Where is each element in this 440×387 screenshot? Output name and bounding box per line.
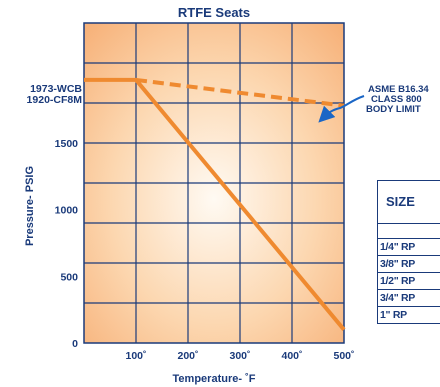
- plot-frame: [83, 22, 345, 344]
- y-tick-label: 1500: [55, 138, 79, 150]
- grid-lines: [84, 23, 344, 343]
- y-tick-label: 500: [60, 271, 78, 283]
- body-limit-label-line1: ASME B16.34: [368, 84, 429, 95]
- body-limit-label-line3: BODY LIMIT: [366, 104, 421, 115]
- size-table-row: 3/8" RP: [378, 256, 440, 273]
- y-tick-label: 1000: [55, 205, 79, 217]
- body-limit-label-line2: CLASS 800: [371, 94, 422, 105]
- size-table: SIZE 1/4" RP 3/8" RP 1/2" RP 3/4" RP 1" …: [377, 180, 440, 324]
- body-limit-arrow: [318, 95, 365, 123]
- size-table-row: 1/2" RP: [378, 273, 440, 290]
- x-tick-label: 200˚: [177, 350, 198, 362]
- size-table-row: 1" RP: [378, 307, 440, 324]
- size-table-spacer: [378, 224, 440, 239]
- series-layer: [84, 77, 346, 331]
- size-table-row: 3/4" RP: [378, 290, 440, 307]
- size-table-row: 1/4" RP: [378, 239, 440, 256]
- x-tick-label: 400˚: [281, 350, 302, 362]
- x-tick-label: 100˚: [125, 350, 146, 362]
- body-limit-dashed-line: [135, 77, 345, 108]
- x-tick-label: 500˚: [333, 350, 354, 362]
- x-tick-labels: 100˚ 200˚ 300˚ 400˚ 500˚: [125, 350, 354, 362]
- y-tick-labels: 0 500 1000 1500: [55, 138, 79, 350]
- size-table-header: SIZE: [378, 181, 440, 224]
- chart-title: RTFE Seats: [178, 5, 250, 20]
- rating-label-cf8m: 1920-CF8M: [27, 94, 83, 106]
- x-axis-label: Temperature- ˚F: [173, 373, 256, 385]
- x-tick-label: 300˚: [229, 350, 250, 362]
- y-tick-label: 0: [72, 338, 78, 350]
- y-axis-label: Pressure- PSIG: [24, 166, 36, 246]
- rating-label-wcb: 1973-WCB: [30, 83, 82, 95]
